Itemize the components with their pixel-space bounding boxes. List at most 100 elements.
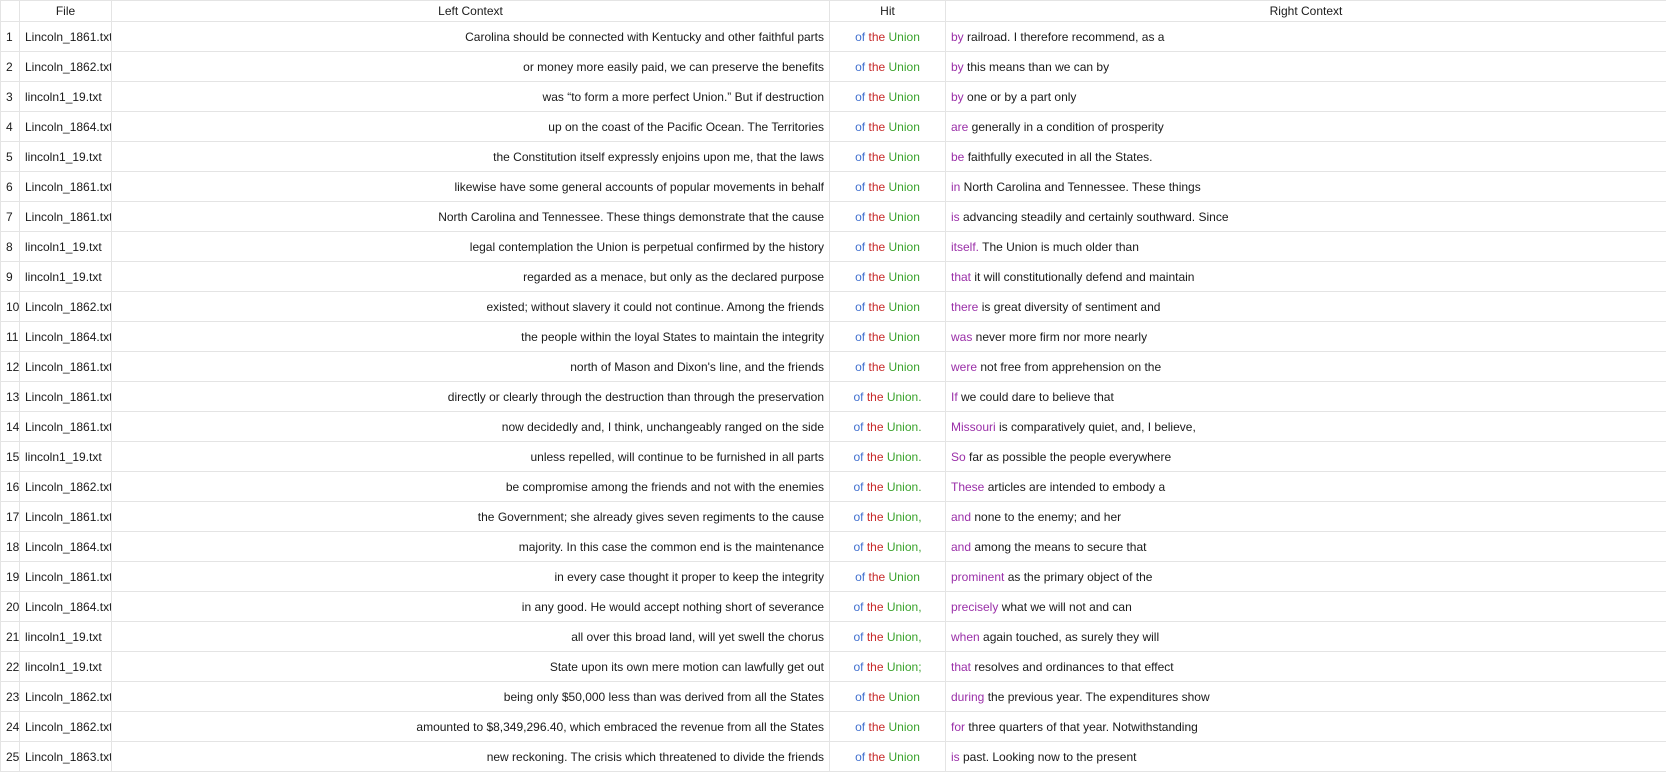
file-cell[interactable]: lincoln1_19.txt — [19, 621, 112, 652]
table-row[interactable]: 11 Lincoln_1864.txt the people within the … — [0, 321, 1666, 352]
table-row[interactable]: 25 Lincoln_1863.txt new reckoning. The cri… — [0, 741, 1666, 772]
left-context-cell[interactable]: or money more easily paid, we can preser… — [111, 51, 830, 82]
hit-cell[interactable]: of the Union — [829, 21, 946, 52]
left-context-cell[interactable]: the Constitution itself expressly enjoin… — [111, 141, 830, 172]
file-cell[interactable]: lincoln1_19.txt — [19, 261, 112, 292]
left-context-cell[interactable]: up on the coast of the Pacific Ocean. Th… — [111, 111, 830, 142]
table-row[interactable]: 21 lincoln1_19.txt all over this broad lan… — [0, 621, 1666, 652]
file-cell[interactable]: Lincoln_1864.txt — [19, 531, 112, 562]
hit-cell[interactable]: of the Union — [829, 81, 946, 112]
hit-cell[interactable]: of the Union — [829, 711, 946, 742]
right-context-cell[interactable]: by railroad. I therefore recommend, as a — [945, 21, 1666, 52]
left-context-cell[interactable]: North Carolina and Tennessee. These thin… — [111, 201, 830, 232]
table-row[interactable]: 7 Lincoln_1861.txt North Carolina and Tenn… — [0, 201, 1666, 232]
right-context-cell[interactable]: is advancing steadily and certainly sout… — [945, 201, 1666, 232]
table-row[interactable]: 23 Lincoln_1862.txt being only $50,000 les… — [0, 681, 1666, 712]
right-context-cell[interactable]: Missouri is comparatively quiet, and, I … — [945, 411, 1666, 442]
right-context-cell[interactable]: when again touched, as surely they will — [945, 621, 1666, 652]
left-context-cell[interactable]: in every case thought it proper to keep … — [111, 561, 830, 592]
file-cell[interactable]: Lincoln_1861.txt — [19, 351, 112, 382]
left-context-cell[interactable]: directly or clearly through the destruct… — [111, 381, 830, 412]
left-context-cell[interactable]: was “to form a more perfect Union.” But … — [111, 81, 830, 112]
column-header-left-context[interactable]: Left Context — [111, 0, 830, 22]
right-context-cell[interactable]: during the previous year. The expenditur… — [945, 681, 1666, 712]
hit-cell[interactable]: of the Union — [829, 231, 946, 262]
left-context-cell[interactable]: existed; without slavery it could not co… — [111, 291, 830, 322]
table-row[interactable]: 20 Lincoln_1864.txt in any good. He would … — [0, 591, 1666, 622]
hit-cell[interactable]: of the Union — [829, 201, 946, 232]
left-context-cell[interactable]: all over this broad land, will yet swell… — [111, 621, 830, 652]
right-context-cell[interactable]: be faithfully executed in all the States… — [945, 141, 1666, 172]
right-context-cell[interactable]: prominent as the primary object of the — [945, 561, 1666, 592]
left-context-cell[interactable]: now decidedly and, I think, unchangeably… — [111, 411, 830, 442]
hit-cell[interactable]: of the Union. — [829, 441, 946, 472]
hit-cell[interactable]: of the Union — [829, 561, 946, 592]
hit-cell[interactable]: of the Union, — [829, 531, 946, 562]
file-cell[interactable]: Lincoln_1861.txt — [19, 561, 112, 592]
left-context-cell[interactable]: north of Mason and Dixon's line, and the… — [111, 351, 830, 382]
table-row[interactable]: 22 lincoln1_19.txt State upon its own mere… — [0, 651, 1666, 682]
hit-cell[interactable]: of the Union — [829, 51, 946, 82]
hit-cell[interactable]: of the Union — [829, 681, 946, 712]
table-row[interactable]: 15 lincoln1_19.txt unless repelled, will c… — [0, 441, 1666, 472]
left-context-cell[interactable]: in any good. He would accept nothing sho… — [111, 591, 830, 622]
right-context-cell[interactable]: is past. Looking now to the present — [945, 741, 1666, 772]
right-context-cell[interactable]: are generally in a condition of prosperi… — [945, 111, 1666, 142]
file-cell[interactable]: Lincoln_1861.txt — [19, 201, 112, 232]
left-context-cell[interactable]: likewise have some general accounts of p… — [111, 171, 830, 202]
right-context-cell[interactable]: If we could dare to believe that — [945, 381, 1666, 412]
file-cell[interactable]: lincoln1_19.txt — [19, 441, 112, 472]
file-cell[interactable]: Lincoln_1862.txt — [19, 471, 112, 502]
column-header-hit[interactable]: Hit — [829, 0, 946, 22]
left-context-cell[interactable]: regarded as a menace, but only as the de… — [111, 261, 830, 292]
table-row[interactable]: 18 Lincoln_1864.txt majority. In this case… — [0, 531, 1666, 562]
table-row[interactable]: 1 Lincoln_1861.txt Carolina should be conn… — [0, 21, 1666, 52]
left-context-cell[interactable]: majority. In this case the common end is… — [111, 531, 830, 562]
hit-cell[interactable]: of the Union, — [829, 591, 946, 622]
file-cell[interactable]: Lincoln_1861.txt — [19, 411, 112, 442]
left-context-cell[interactable]: being only $50,000 less than was derived… — [111, 681, 830, 712]
file-cell[interactable]: Lincoln_1861.txt — [19, 501, 112, 532]
table-row[interactable]: 4 Lincoln_1864.txt up on the coast of the … — [0, 111, 1666, 142]
table-row[interactable]: 12 Lincoln_1861.txt north of Mason and Dix… — [0, 351, 1666, 382]
hit-cell[interactable]: of the Union; — [829, 651, 946, 682]
table-row[interactable]: 5 lincoln1_19.txt the Constitution itself … — [0, 141, 1666, 172]
hit-cell[interactable]: of the Union. — [829, 411, 946, 442]
left-context-cell[interactable]: unless repelled, will continue to be fur… — [111, 441, 830, 472]
hit-cell[interactable]: of the Union — [829, 111, 946, 142]
right-context-cell[interactable]: in North Carolina and Tennessee. These t… — [945, 171, 1666, 202]
right-context-cell[interactable]: precisely what we will not and can — [945, 591, 1666, 622]
file-cell[interactable]: Lincoln_1861.txt — [19, 171, 112, 202]
hit-cell[interactable]: of the Union. — [829, 471, 946, 502]
table-row[interactable]: 2 Lincoln_1862.txt or money more easily pa… — [0, 51, 1666, 82]
hit-cell[interactable]: of the Union, — [829, 501, 946, 532]
right-context-cell[interactable]: and none to the enemy; and her — [945, 501, 1666, 532]
right-context-cell[interactable]: for three quarters of that year. Notwith… — [945, 711, 1666, 742]
left-context-cell[interactable]: be compromise among the friends and not … — [111, 471, 830, 502]
file-cell[interactable]: Lincoln_1864.txt — [19, 591, 112, 622]
left-context-cell[interactable]: State upon its own mere motion can lawfu… — [111, 651, 830, 682]
file-cell[interactable]: lincoln1_19.txt — [19, 141, 112, 172]
right-context-cell[interactable]: there is great diversity of sentiment an… — [945, 291, 1666, 322]
column-header-file[interactable]: File — [19, 0, 112, 22]
file-cell[interactable]: Lincoln_1861.txt — [19, 381, 112, 412]
hit-cell[interactable]: of the Union — [829, 741, 946, 772]
hit-cell[interactable]: of the Union. — [829, 381, 946, 412]
file-cell[interactable]: Lincoln_1862.txt — [19, 51, 112, 82]
right-context-cell[interactable]: These articles are intended to embody a — [945, 471, 1666, 502]
hit-cell[interactable]: of the Union — [829, 351, 946, 382]
hit-cell[interactable]: of the Union — [829, 291, 946, 322]
table-row[interactable]: 14 Lincoln_1861.txt now decidedly and, I t… — [0, 411, 1666, 442]
table-row[interactable]: 8 lincoln1_19.txt legal contemplation the … — [0, 231, 1666, 262]
left-context-cell[interactable]: new reckoning. The crisis which threaten… — [111, 741, 830, 772]
hit-cell[interactable]: of the Union — [829, 171, 946, 202]
table-row[interactable]: 17 Lincoln_1861.txt the Government; she al… — [0, 501, 1666, 532]
table-row[interactable]: 10 Lincoln_1862.txt existed; without slave… — [0, 291, 1666, 322]
file-cell[interactable]: Lincoln_1862.txt — [19, 291, 112, 322]
left-context-cell[interactable]: the Government; she already gives seven … — [111, 501, 830, 532]
hit-cell[interactable]: of the Union, — [829, 621, 946, 652]
right-context-cell[interactable]: itself. The Union is much older than — [945, 231, 1666, 262]
hit-cell[interactable]: of the Union — [829, 141, 946, 172]
table-row[interactable]: 9 lincoln1_19.txt regarded as a menace, bu… — [0, 261, 1666, 292]
right-context-cell[interactable]: that resolves and ordinances to that eff… — [945, 651, 1666, 682]
